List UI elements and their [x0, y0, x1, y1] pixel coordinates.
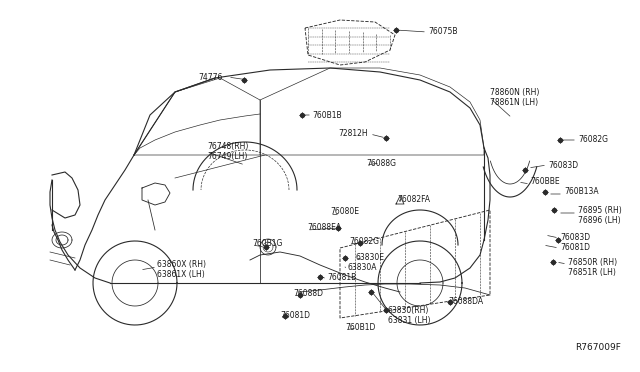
- Text: 76748(RH): 76748(RH): [207, 142, 248, 151]
- Text: 76083D: 76083D: [560, 234, 590, 243]
- Text: 76088DA: 76088DA: [448, 298, 483, 307]
- Text: 76088EA: 76088EA: [307, 224, 341, 232]
- Text: 760B1B: 760B1B: [312, 110, 342, 119]
- Text: 76850R (RH): 76850R (RH): [568, 257, 617, 266]
- Text: 76895 (RH): 76895 (RH): [578, 206, 621, 215]
- Text: 760BBE: 760BBE: [530, 177, 559, 186]
- Text: 76083D: 76083D: [548, 160, 578, 170]
- Text: 63861X (LH): 63861X (LH): [157, 270, 205, 279]
- Text: 760B13A: 760B13A: [564, 187, 598, 196]
- Text: 63831 (LH): 63831 (LH): [388, 315, 431, 324]
- Text: 76075B: 76075B: [428, 28, 458, 36]
- Text: 76082G: 76082G: [349, 237, 379, 247]
- Text: 76088G: 76088G: [366, 158, 396, 167]
- Text: 76896 (LH): 76896 (LH): [578, 217, 621, 225]
- Text: 63860X (RH): 63860X (RH): [157, 260, 206, 269]
- Text: 76749(LH): 76749(LH): [207, 153, 248, 161]
- Text: 76081B: 76081B: [327, 273, 356, 282]
- Text: 63830A: 63830A: [348, 263, 378, 272]
- Text: 760B1G: 760B1G: [252, 238, 282, 247]
- Text: 72812H: 72812H: [339, 129, 368, 138]
- Text: 76081D: 76081D: [280, 311, 310, 321]
- Text: 76088D: 76088D: [293, 289, 323, 298]
- Text: 76082FA: 76082FA: [397, 196, 430, 205]
- Text: 76080E: 76080E: [330, 208, 359, 217]
- Text: 63830(RH): 63830(RH): [388, 305, 429, 314]
- Text: 76851R (LH): 76851R (LH): [568, 267, 616, 276]
- Text: 78860N (RH): 78860N (RH): [490, 89, 540, 97]
- Text: 78861N (LH): 78861N (LH): [490, 99, 538, 108]
- Text: 76081D: 76081D: [560, 244, 590, 253]
- Text: 74776: 74776: [198, 73, 223, 81]
- Text: R767009F: R767009F: [575, 343, 621, 353]
- Text: 76082G: 76082G: [578, 135, 608, 144]
- Text: 63830E: 63830E: [355, 253, 384, 262]
- Text: 760B1D: 760B1D: [345, 324, 376, 333]
